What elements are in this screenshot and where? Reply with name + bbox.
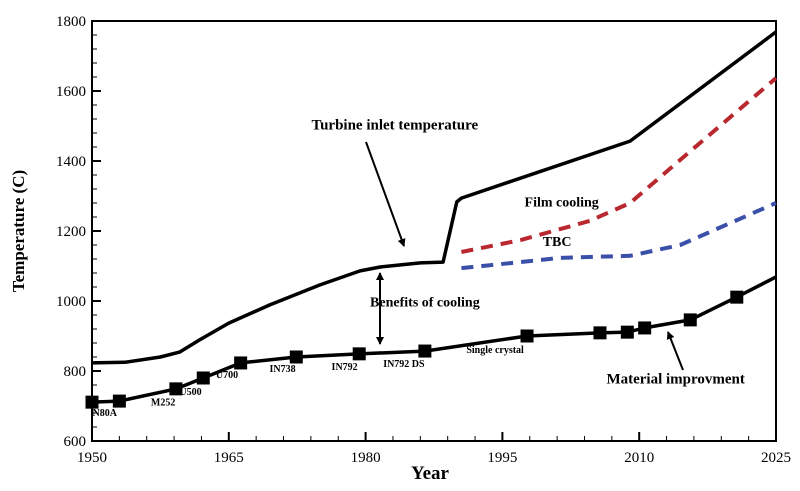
data-point-marker [85,395,99,409]
data-point-marker [234,356,248,370]
series-line-tbc [461,201,777,271]
y-tick-label: 1400 [56,154,86,170]
material-improvment-arrow [666,331,684,371]
data-point-marker [683,313,697,327]
point-label: IN738 [270,364,296,375]
x-tick-label: 1995 [487,450,517,466]
labels-layer: N80A M252 U500 U700 IN738 IN792 IN792 DS Single… [93,118,745,419]
x-tick-label: 2025 [761,450,791,466]
series-line-film-cooling [461,76,778,254]
point-label: U700 [216,370,238,381]
data-point-marker [638,321,652,335]
point-label: M252 [151,397,175,408]
x-tick-label: 1950 [77,450,107,466]
x-tick-label: 2010 [624,450,654,466]
point-label: N80A [93,408,118,419]
y-tick-label: 1000 [56,294,86,310]
x-axis-label: Year [411,463,450,484]
arrows-layer [365,141,684,371]
point-label: IN792 DS [383,359,425,370]
x-tick-label: 1965 [214,450,244,466]
data-point-marker [593,326,607,340]
axes: 1950 1965 1980 1995 2010 2025 600 800 1000 1200 14… [56,14,791,466]
point-label: IN792 [332,362,358,373]
annotation-label: Turbine inlet temperature [311,118,478,134]
point-label: U500 [179,387,201,398]
point-label: Single crystal [466,345,524,356]
data-point-marker [520,329,534,343]
data-point-marker [169,382,183,396]
data-point-marker [418,344,432,358]
annotation-label: TBC [543,235,572,250]
y-tick-label: 600 [64,434,87,450]
data-point-marker [352,347,366,361]
y-tick-label: 1600 [56,84,86,100]
data-point-marker [730,290,744,304]
y-tick-label: 1200 [56,224,86,240]
annotation-label: Material improvment [606,371,744,387]
series-line-turbine-inlet-temperature [91,30,778,365]
data-point-marker [196,371,210,385]
y-tick-label: 800 [64,364,87,380]
data-point-marker [289,350,303,364]
turbine-inlet-arrow [365,141,406,247]
annotation-label: Film cooling [525,196,599,211]
data-point-marker [620,325,634,339]
series-layer [85,30,778,409]
y-tick-label: 1800 [56,14,86,30]
y-axis-label: Temperature (C) [9,170,28,292]
data-point-marker [112,394,126,408]
annotation-label: Benefits of cooling [370,295,480,310]
x-tick-label: 1980 [351,450,381,466]
